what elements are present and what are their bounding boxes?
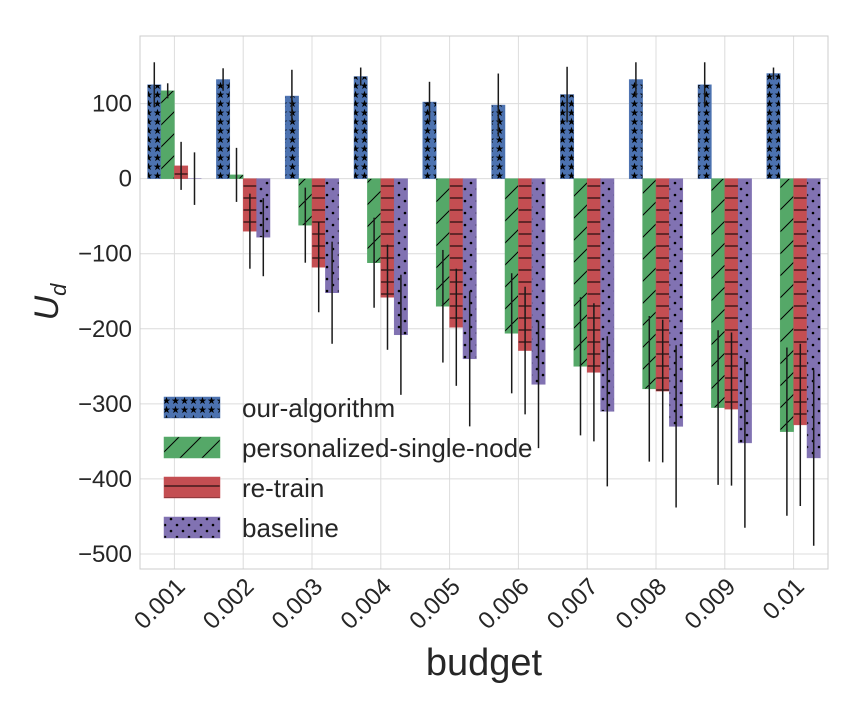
bar-our-algorithm bbox=[354, 77, 367, 179]
legend-label-personalized-single-node: personalized-single-node bbox=[242, 433, 533, 463]
y-tick-label: −500 bbox=[78, 541, 132, 568]
x-tick-label: 0.009 bbox=[679, 573, 741, 635]
bar-our-algorithm bbox=[216, 80, 229, 179]
legend-label-our-algorithm: our-algorithm bbox=[242, 393, 395, 423]
x-tick-label: 0.01 bbox=[758, 573, 810, 625]
x-tick-label: 0.003 bbox=[267, 573, 329, 635]
y-tick-label: −200 bbox=[78, 316, 132, 343]
x-tick-label: 0.006 bbox=[473, 573, 535, 635]
y-axis-label-main: U bbox=[28, 295, 66, 320]
y-tick-label: 0 bbox=[119, 166, 132, 193]
legend: our-algorithm personalized-single-node re-… bbox=[164, 393, 533, 543]
legend-label-re-train: re-train bbox=[242, 473, 324, 503]
x-tick-label: 0.005 bbox=[404, 573, 466, 635]
y-tick-label: −100 bbox=[78, 241, 132, 268]
x-axis-label: budget bbox=[426, 642, 543, 684]
legend-swatch-our-algorithm bbox=[164, 397, 220, 418]
legend-swatch-re-train bbox=[164, 477, 220, 498]
x-tick-label: 0.002 bbox=[198, 573, 260, 635]
x-tick-label: 0.008 bbox=[611, 573, 673, 635]
y-tick-label: −300 bbox=[78, 391, 132, 418]
bar-our-algorithm bbox=[767, 74, 780, 179]
x-tick-label: 0.004 bbox=[335, 573, 397, 635]
y-axis-label-subscript: d bbox=[46, 283, 71, 296]
legend-label-baseline: baseline bbox=[242, 513, 339, 543]
bar-personalized-single-node bbox=[161, 91, 174, 179]
legend-swatch-personalized-single-node bbox=[164, 437, 220, 458]
y-tick-label: −400 bbox=[78, 466, 132, 493]
y-axis-ticks: 100 0 −100 −200 −300 −400 −500 bbox=[78, 91, 132, 568]
legend-swatch-baseline bbox=[164, 517, 220, 538]
y-tick-label: 100 bbox=[92, 91, 132, 118]
y-axis-label: Ud bbox=[28, 283, 71, 321]
x-tick-label: 0.007 bbox=[542, 573, 604, 635]
x-tick-label: 0.001 bbox=[129, 573, 191, 635]
